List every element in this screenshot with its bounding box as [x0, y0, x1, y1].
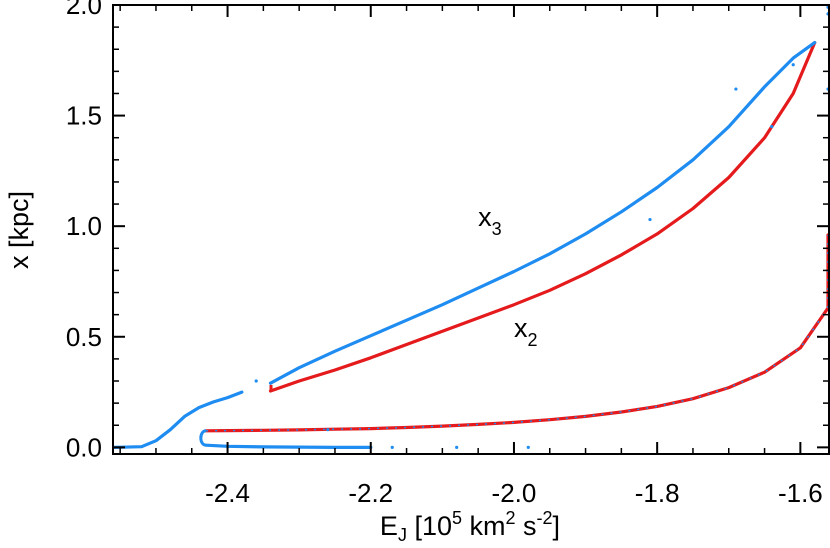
series-turning-arc — [199, 429, 207, 447]
curve-label-x2: x2 — [514, 313, 538, 350]
series-x3 — [268, 41, 817, 385]
scatter-point-5 — [648, 217, 652, 222]
series-x3-left-branch — [112, 390, 244, 449]
x-tick-label: -2.2 — [348, 478, 393, 508]
scatter-point-8 — [791, 63, 795, 67]
y-tick-label: 2.0 — [66, 0, 102, 20]
x-tick-label: -1.8 — [635, 478, 680, 508]
x-axis-label: EJ [105 km2 s-2] — [380, 508, 560, 545]
scatter-point-1 — [326, 428, 330, 432]
scatter-point-4 — [526, 445, 530, 449]
scatter-point-0 — [254, 379, 258, 383]
plot-frame — [112, 4, 830, 455]
series-x1-family-overlay — [206, 235, 829, 432]
y-tick-label: 1.5 — [66, 101, 102, 131]
scatter-point-6 — [734, 87, 738, 91]
series-x2 — [268, 41, 817, 393]
scatter-point-3 — [455, 445, 459, 449]
curve-label-x3: x3 — [478, 202, 502, 239]
scatter-point-2 — [390, 445, 394, 449]
data-marks — [112, 5, 830, 449]
series-lower-branch — [204, 443, 373, 449]
ticks: -2.4-2.2-2.0-1.8-1.6-10.00.51.01.52.0 — [66, 0, 829, 508]
y-tick-label: 0.5 — [66, 322, 102, 352]
y-tick-label: 0.0 — [66, 432, 102, 462]
x-tick-label: -1.6 — [778, 478, 823, 508]
x-tick-label: -2.0 — [492, 478, 537, 508]
x-tick-label: -2.4 — [205, 478, 250, 508]
y-tick-label: 1.0 — [66, 211, 102, 241]
y-axis-label: x [kpc] — [4, 191, 34, 269]
scatter-point-7 — [770, 125, 774, 129]
